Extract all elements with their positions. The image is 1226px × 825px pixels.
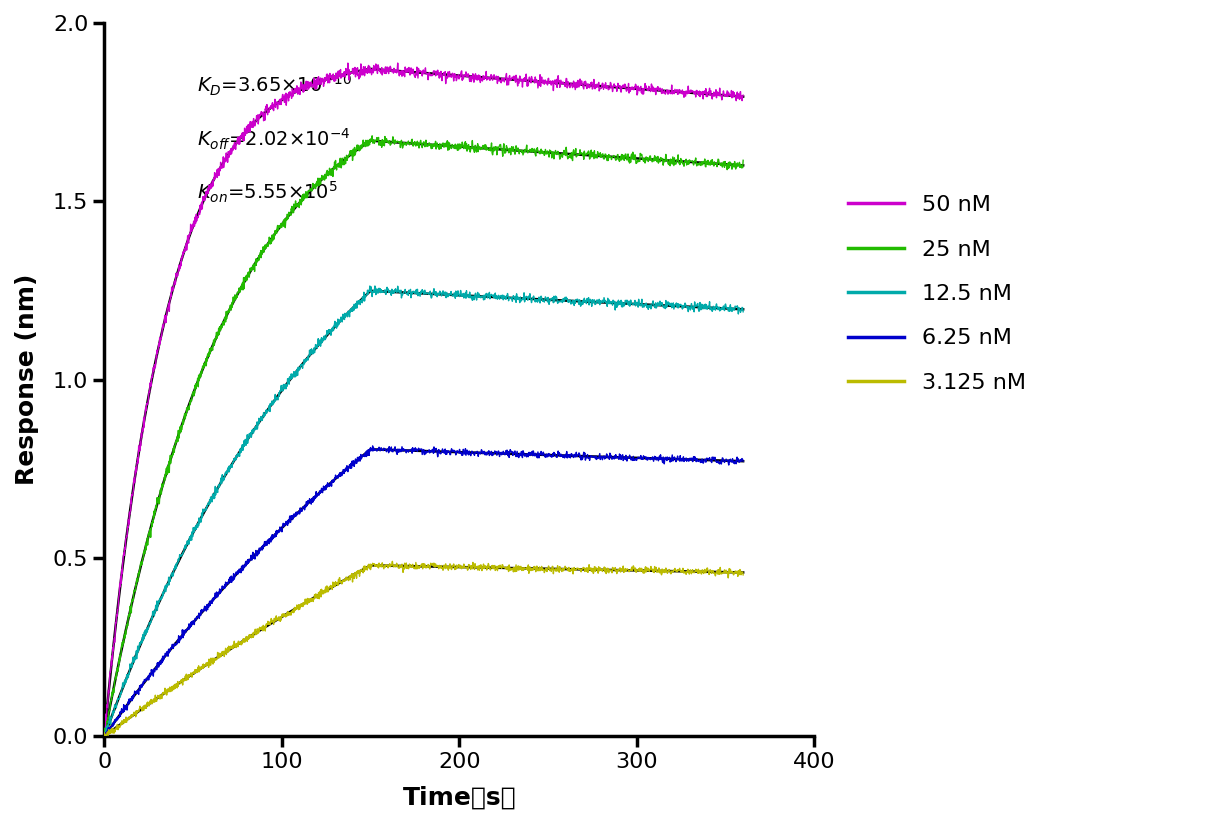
Y-axis label: Response (nm): Response (nm) [15, 274, 39, 485]
X-axis label: Time（s）: Time（s） [402, 786, 516, 810]
Text: $K_{on}$=5.55×10$^{5}$: $K_{on}$=5.55×10$^{5}$ [196, 180, 337, 205]
Legend: 50 nM, 25 nM, 12.5 nM, 6.25 nM, 3.125 nM: 50 nM, 25 nM, 12.5 nM, 6.25 nM, 3.125 nM [840, 186, 1035, 402]
Text: $K_{off}$=2.02×10$^{-4}$: $K_{off}$=2.02×10$^{-4}$ [196, 126, 351, 152]
Text: $K_D$=3.65×10$^{-10}$: $K_D$=3.65×10$^{-10}$ [196, 73, 352, 98]
